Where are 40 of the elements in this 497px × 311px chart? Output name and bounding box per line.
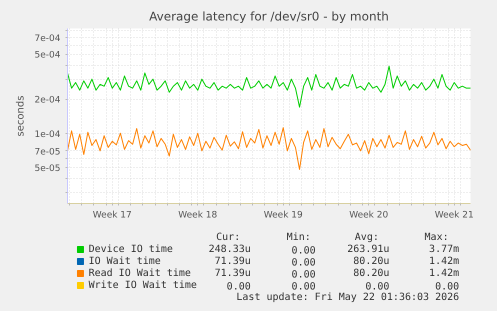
text: 0.00 [292,258,316,268]
text: 0.00 [292,246,316,256]
x-tick-label: Week 18 [178,210,218,220]
chart-title: Average latency for /dev/sr0 - by month [149,10,389,24]
text: 71.39u [214,268,251,279]
y-tick-label: 1e-04 [34,130,61,140]
text: Avg: [354,232,379,243]
y-tick-label: 5e-04 [34,50,61,61]
line-series [68,66,470,108]
text: 0.00 [292,270,316,280]
text: 3.77m [429,244,460,255]
text: 0.00 [365,282,390,292]
text: 0.00 [435,282,460,292]
text: 80.20u [353,256,390,267]
line-series [68,127,470,170]
x-tick-label: Week 20 [349,210,388,220]
text: 1.42m [429,256,460,267]
legend-label: Device IO time [88,244,173,255]
text: 80.20u [353,268,390,279]
text: 0.00 [292,282,316,292]
y-tick-label: 2e-04 [34,96,61,106]
x-tick-label: Week 19 [264,210,304,220]
text: 248.33u [208,244,251,255]
x-tick-label: Week 21 [434,210,474,220]
text: Cur: [216,232,240,243]
y-axis-title: seconds [16,96,27,136]
text: 1.42m [429,268,460,279]
legend-label: Write IO Wait time [88,280,197,291]
text: Min: [286,232,311,243]
text: 71.39u [214,256,251,267]
legend-label: IO Wait time [88,256,161,267]
text: 263.91u [347,244,390,255]
legend-label: Read IO Wait time [88,268,191,279]
y-tick-label: 7e-05 [34,147,61,158]
text: Last update: Fri May 22 01:36:03 2026 [236,292,460,303]
x-tick-label: Week 17 [92,210,132,220]
y-tick-label: 7e-04 [34,34,61,44]
y-tick-label: 5e-05 [34,164,61,174]
text: Max: [424,232,449,243]
text: 0.00 [226,282,251,292]
